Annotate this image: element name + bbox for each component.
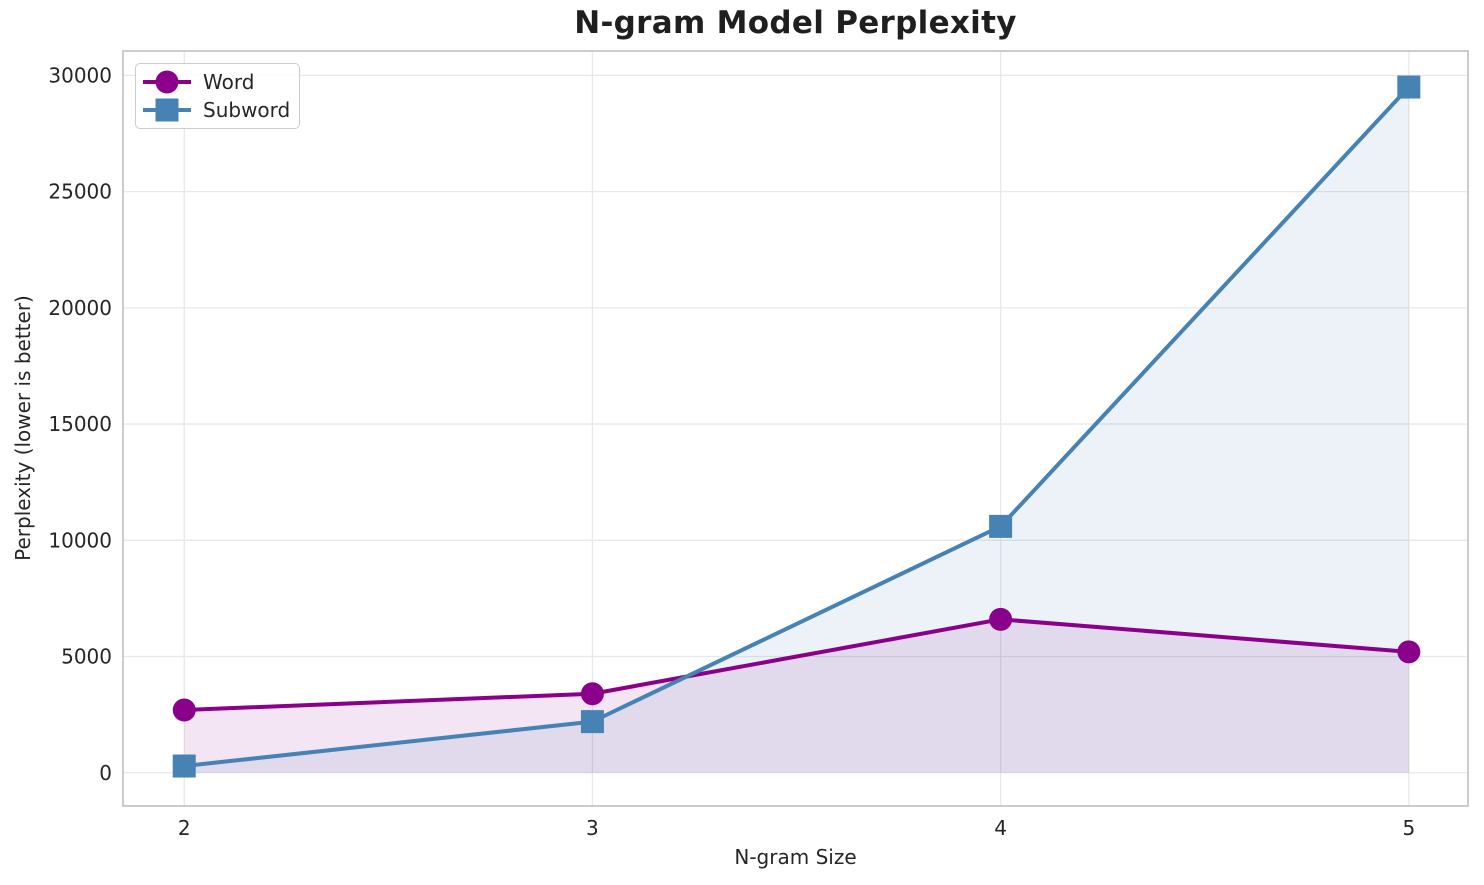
data-point-word-2 [172,698,196,722]
data-point-word-4 [989,607,1013,631]
data-point-subword-5 [1397,75,1421,99]
data-point-word-5 [1397,640,1421,664]
series-fill-subword [184,87,1409,773]
y-tick-label: 0 [99,761,112,785]
x-tick-label: 2 [178,816,191,840]
legend: Word Subword [135,63,300,129]
legend-label: Word [203,70,255,94]
data-point-subword-3 [580,710,604,734]
legend-square-marker-icon [143,98,191,122]
data-point-word-3 [580,682,604,706]
x-tick-label: 4 [994,816,1007,840]
series-line-word [184,617,1409,712]
chart-title: N-gram Model Perplexity [574,5,1017,41]
legend-circle-marker-icon [143,70,191,94]
y-tick-label: 10000 [48,528,112,552]
legend-item-word: Word [141,68,291,96]
x-tick-label: 5 [1402,816,1415,840]
data-point-subword-2 [172,754,196,778]
y-axis-title: Perplexity (lower is better) [11,295,35,561]
y-tick-label: 20000 [48,296,112,320]
x-tick-label: 3 [586,816,599,840]
data-point-subword-4 [989,514,1013,538]
series-line-subword [184,85,1411,769]
legend-label: Subword [203,98,291,122]
y-tick-label: 30000 [48,63,112,87]
y-tick-label: 5000 [61,645,112,669]
plot-border [122,50,1469,807]
y-tick-label: 25000 [48,180,112,204]
x-axis-title: N-gram Size [734,845,857,869]
y-tick-label: 15000 [48,412,112,436]
legend-item-subword: Subword [141,96,291,124]
